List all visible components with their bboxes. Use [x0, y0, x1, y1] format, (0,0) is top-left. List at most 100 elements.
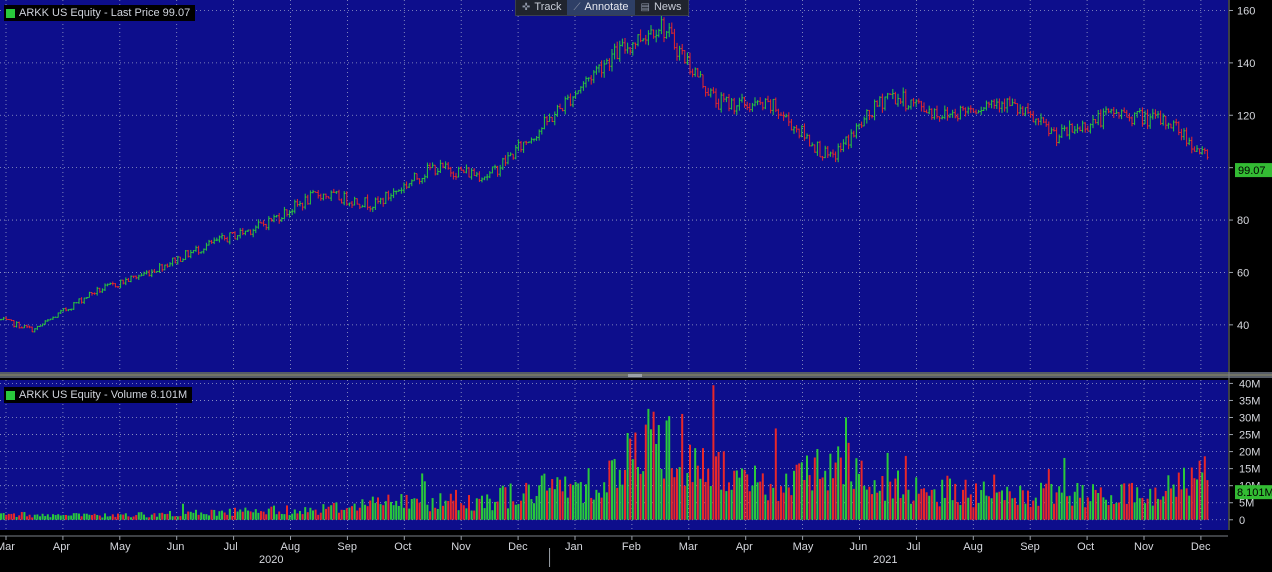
- volume-bar: [925, 492, 928, 520]
- volume-bar: [1120, 484, 1123, 520]
- volume-bar: [301, 514, 304, 520]
- volume-bar: [431, 498, 434, 520]
- volume-bar: [600, 497, 603, 520]
- volume-legend: ARKK US Equity - Volume 8.101M: [4, 387, 193, 403]
- volume-bar: [465, 508, 468, 520]
- volume-bar: [338, 512, 340, 520]
- volume-bar: [967, 497, 970, 520]
- volume-bar: [7, 513, 10, 520]
- volume-bar: [1055, 492, 1058, 520]
- volume-bar: [1110, 495, 1113, 520]
- volume-bar: [145, 517, 148, 520]
- volume-bar: [512, 501, 515, 520]
- volume-bar: [1016, 504, 1019, 520]
- volume-bar: [13, 513, 15, 520]
- volume-bar: [374, 502, 377, 520]
- volume-bar: [1097, 492, 1100, 520]
- volume-bar: [0, 513, 2, 520]
- volume-bar: [486, 494, 489, 520]
- volume-bar: [130, 517, 132, 520]
- volume-bar: [949, 478, 951, 520]
- volume-bar: [499, 487, 502, 520]
- volume-bar: [746, 474, 749, 520]
- volume-bar: [767, 500, 769, 520]
- volume-bar: [1118, 502, 1120, 520]
- volume-bar: [127, 516, 130, 520]
- volume-bar: [286, 505, 288, 520]
- volume-ytick-label: 15M: [1239, 464, 1260, 476]
- price-ytick-label: 120: [1237, 110, 1255, 122]
- volume-bar: [327, 506, 330, 520]
- volume-bar: [626, 432, 629, 520]
- volume-bar: [933, 489, 936, 520]
- volume-bar: [637, 466, 639, 520]
- volume-bar: [985, 495, 988, 520]
- volume-bar: [795, 464, 798, 520]
- volume-bar: [408, 508, 411, 520]
- volume-bar: [1047, 469, 1050, 520]
- volume-bar: [1107, 505, 1110, 520]
- volume-legend-label: ARKK US Equity - Volume 8.101M: [19, 389, 188, 401]
- volume-bar: [28, 514, 31, 520]
- volume-bar: [98, 515, 101, 520]
- volume-bar: [226, 514, 229, 520]
- x-month-label: Sep: [337, 541, 357, 553]
- panel-resize-handle[interactable]: [628, 374, 642, 377]
- volume-bar: [468, 495, 470, 520]
- volume-bar: [405, 494, 408, 520]
- volume-bar: [317, 514, 320, 520]
- price-ytick-label: 140: [1237, 58, 1255, 70]
- volume-bar: [621, 484, 624, 520]
- volume-bar: [928, 495, 931, 520]
- volume-bar: [585, 484, 587, 520]
- volume-bar: [1092, 484, 1094, 520]
- volume-bar: [156, 516, 158, 520]
- track-button[interactable]: ✜ Track: [516, 0, 567, 15]
- volume-bar: [780, 486, 782, 520]
- volume-bar: [1105, 499, 1107, 520]
- volume-bar: [639, 473, 642, 520]
- volume-bar: [1021, 490, 1024, 520]
- volume-bar: [813, 457, 816, 520]
- volume-bar: [1131, 482, 1133, 520]
- volume-bar: [1198, 460, 1201, 520]
- volume-bar: [954, 483, 957, 520]
- volume-bar: [410, 499, 413, 520]
- volume-bar: [917, 493, 920, 520]
- volume-bar: [764, 494, 767, 520]
- volume-bar: [18, 515, 21, 520]
- volume-bar: [806, 455, 808, 520]
- volume-bar: [1032, 500, 1035, 520]
- volume-bar: [1058, 486, 1061, 520]
- volume-bar: [382, 505, 385, 520]
- volume-bar: [782, 492, 785, 520]
- volume-bar: [743, 469, 746, 520]
- volume-bar: [819, 478, 821, 520]
- volume-bar: [85, 513, 88, 520]
- volume-bar: [106, 516, 109, 520]
- volume-bar: [252, 512, 255, 520]
- volume-bar: [93, 513, 96, 520]
- volume-bar: [800, 462, 803, 520]
- volume-bar: [998, 491, 1001, 520]
- volume-bar: [231, 515, 234, 520]
- volume-bar: [988, 496, 990, 520]
- volume-bar: [546, 490, 548, 520]
- volume-bar: [36, 514, 39, 520]
- volume-bar: [44, 516, 47, 520]
- annotate-button[interactable]: ⟋ Annotate: [567, 0, 635, 15]
- news-button[interactable]: ▤ News: [635, 0, 688, 15]
- volume-bar: [676, 468, 678, 520]
- volume-bar: [182, 503, 184, 520]
- volume-bar: [941, 479, 944, 520]
- volume-bar: [304, 507, 307, 520]
- volume-bar: [995, 492, 998, 520]
- volume-bar: [387, 494, 390, 520]
- volume-bar: [598, 492, 600, 520]
- volume-bar: [509, 483, 512, 520]
- volume-bar: [267, 508, 270, 520]
- volume-bar: [356, 510, 359, 520]
- volume-bar: [642, 471, 645, 520]
